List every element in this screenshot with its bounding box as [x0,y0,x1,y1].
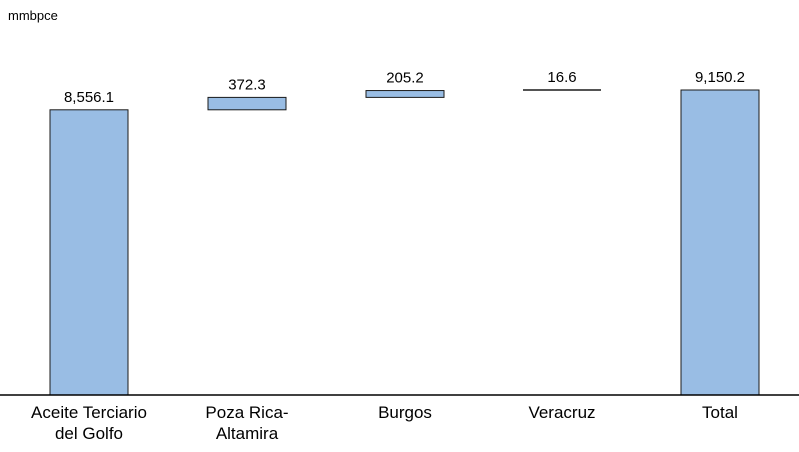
category-label-line: del Golfo [55,424,123,443]
bar-2 [365,90,445,98]
value-label-0: 8,556.1 [64,89,114,106]
value-label-2: 205.2 [386,70,424,87]
category-label-4: Total [702,403,738,422]
value-label-4: 9,150.2 [695,69,745,86]
category-label-line: Veracruz [528,403,595,422]
category-label-line: Altamira [216,424,279,443]
category-labels-layer: Aceite Terciario del Golfo Poza Rica- Altam… [31,403,738,443]
bar-4 [680,89,760,396]
bars-layer [49,89,760,396]
bar-0 [49,109,129,396]
category-label-line: Poza Rica- [205,403,288,422]
category-label-line: Total [702,403,738,422]
bar-1 [207,96,287,111]
category-label-line: Burgos [378,403,432,422]
y-unit-label: mmbpce [8,8,58,23]
category-label-line: Aceite Terciario [31,403,147,422]
value-labels-layer: 8,556.1 372.3 205.2 16.6 9,150.2 [64,69,745,106]
category-label-0: Aceite Terciario del Golfo [31,403,147,443]
category-label-1: Poza Rica- Altamira [205,403,288,443]
value-label-1: 372.3 [228,76,266,93]
category-label-3: Veracruz [528,403,595,422]
value-label-3: 16.6 [547,69,576,86]
category-label-2: Burgos [378,403,432,422]
